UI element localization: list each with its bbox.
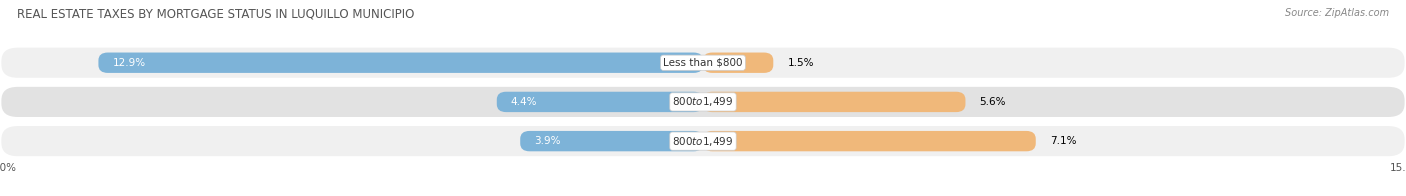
FancyBboxPatch shape: [703, 131, 1036, 151]
Text: 7.1%: 7.1%: [1050, 136, 1077, 146]
FancyBboxPatch shape: [496, 92, 703, 112]
FancyBboxPatch shape: [703, 53, 773, 73]
FancyBboxPatch shape: [703, 92, 966, 112]
FancyBboxPatch shape: [0, 46, 1406, 79]
Text: $800 to $1,499: $800 to $1,499: [672, 135, 734, 148]
Text: 3.9%: 3.9%: [534, 136, 561, 146]
Text: $800 to $1,499: $800 to $1,499: [672, 95, 734, 108]
Text: Source: ZipAtlas.com: Source: ZipAtlas.com: [1285, 8, 1389, 18]
FancyBboxPatch shape: [0, 85, 1406, 118]
Text: Less than $800: Less than $800: [664, 58, 742, 68]
Text: 1.5%: 1.5%: [787, 58, 814, 68]
Text: 5.6%: 5.6%: [980, 97, 1007, 107]
Text: 12.9%: 12.9%: [112, 58, 146, 68]
FancyBboxPatch shape: [520, 131, 703, 151]
FancyBboxPatch shape: [0, 125, 1406, 158]
FancyBboxPatch shape: [98, 53, 703, 73]
Text: 4.4%: 4.4%: [510, 97, 537, 107]
Text: REAL ESTATE TAXES BY MORTGAGE STATUS IN LUQUILLO MUNICIPIO: REAL ESTATE TAXES BY MORTGAGE STATUS IN …: [17, 8, 415, 21]
